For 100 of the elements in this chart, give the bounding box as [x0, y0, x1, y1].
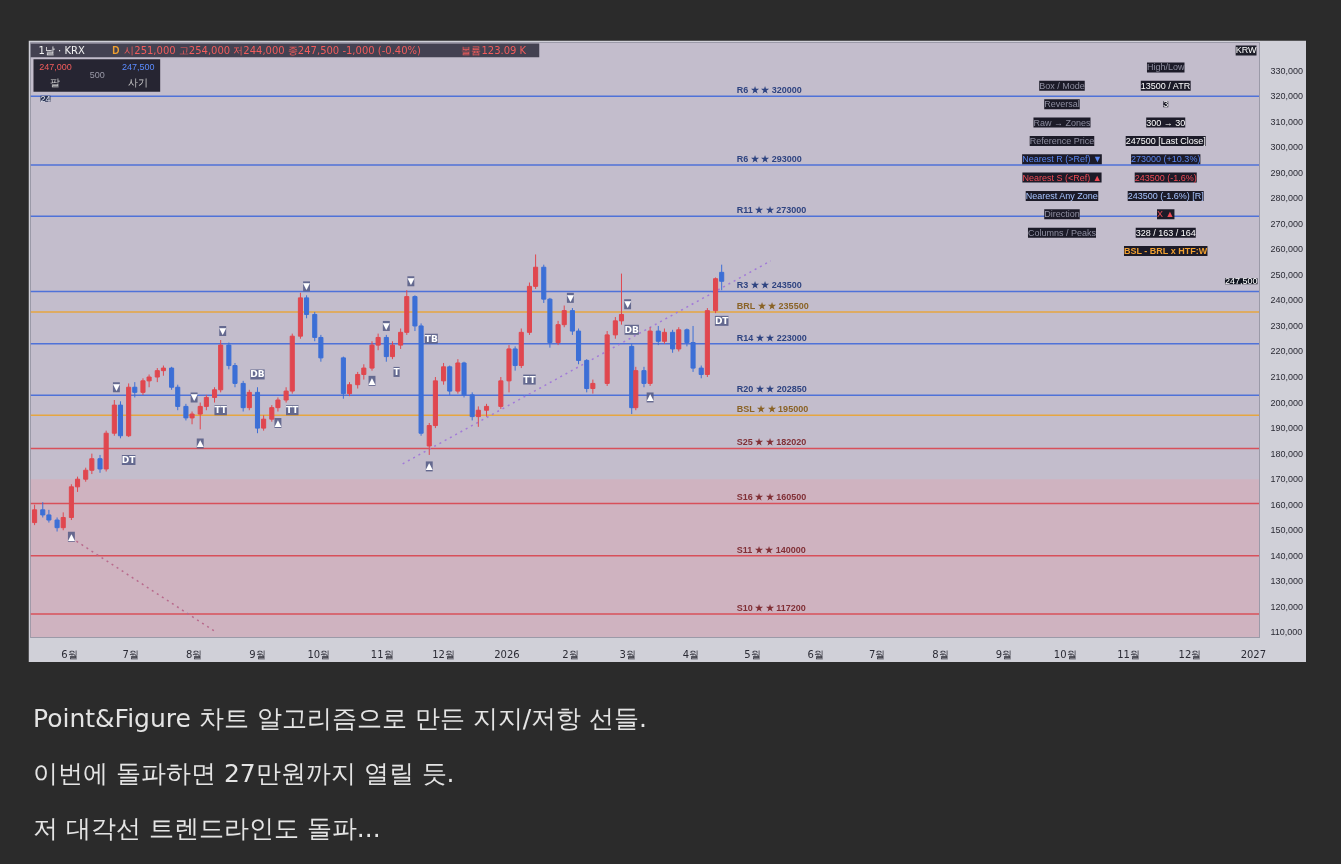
annotation: Direction — [1044, 209, 1080, 220]
annotation: ▲ — [646, 392, 654, 403]
y-tick-label: 290,000 — [1270, 167, 1304, 178]
y-tick-label: 210,000 — [1270, 372, 1304, 383]
text: 저 대각선 트렌드라인도 돌파... — [33, 813, 382, 845]
annotation: KRW — [1235, 45, 1258, 56]
ref-line-label: R11 ★ ★ 273000 — [736, 205, 807, 216]
text: 이번에 돌파하면 27만원까지 열릴 듯. — [33, 758, 456, 790]
y-tick-label: 260,000 — [1270, 244, 1304, 255]
annotation: Box / Mode — [1039, 80, 1085, 91]
annotation: 247,000 — [39, 62, 72, 73]
x-tick-label: 11월 — [1117, 648, 1140, 660]
x-tick-label: 9월 — [995, 648, 1013, 660]
y-tick-label: 190,000 — [1270, 423, 1304, 434]
x-tick-label: 12월 — [432, 648, 455, 660]
x-tick-label: 3월 — [619, 648, 636, 660]
annotation: Nearest Any Zone — [1025, 190, 1098, 201]
candlestick — [383, 334, 389, 363]
annotation: ▼ — [190, 392, 198, 403]
x-tick-label: 8월 — [185, 648, 203, 660]
ref-line-label: S11 ★ ★ 140000 — [736, 544, 806, 555]
annotation: 273000 (+10.3%) — [1131, 154, 1201, 165]
annotation: ▼ — [407, 276, 415, 287]
y-tick-label: 250,000 — [1270, 269, 1304, 280]
x-tick-label: 7월 — [122, 648, 139, 660]
annotation: ▲ — [67, 531, 75, 542]
annotation: 팔 — [50, 77, 61, 89]
x-tick-label: 8월 — [932, 648, 949, 660]
annotation: Reference Price — [1029, 135, 1095, 146]
ref-line-label: BRL ★ ★ 235500 — [736, 300, 809, 311]
y-tick-label: 160,000 — [1270, 499, 1304, 510]
annotation: TB — [424, 333, 438, 344]
y-tick-label: 310,000 — [1270, 116, 1304, 127]
annotation: ▲ — [368, 375, 376, 386]
candlestick — [475, 405, 481, 428]
candlestick — [676, 326, 682, 352]
x-tick-label: 12월 — [1178, 648, 1202, 660]
x-tick-label: 6월 — [61, 648, 78, 660]
y-tick-label: 120,000 — [1270, 601, 1304, 612]
annotation: 247,500 — [121, 62, 155, 73]
x-tick-label: 4월 — [682, 648, 700, 660]
annotation: 시251,000 고254,000 저244,000 종247,500 -1,000 (-0.40%) — [124, 44, 422, 56]
annotation: DB — [624, 324, 640, 335]
ref-line-label: R6 ★ ★ 320000 — [736, 85, 802, 96]
x-tick-label: 10월 — [1053, 648, 1077, 660]
y-tick-label: 230,000 — [1270, 320, 1304, 331]
annotation: T — [393, 366, 401, 377]
ref-line-label: R20 ★ ★ 202850 — [736, 384, 807, 395]
y-tick-label: 130,000 — [1270, 576, 1304, 587]
candlestick — [719, 264, 725, 291]
candlestick — [441, 362, 447, 386]
y-tick-label: 220,000 — [1270, 346, 1304, 357]
annotation: ▲ — [274, 417, 282, 428]
candlestick — [469, 391, 475, 421]
annotation: 13500 / ATR — [1140, 80, 1191, 91]
candlestick — [246, 389, 252, 411]
y-tick-label: 170,000 — [1270, 474, 1304, 485]
annotation: 500 — [89, 70, 105, 81]
text: Point&Figure 차트 알고리즘으로 만든 지지/저항 선들. — [33, 703, 648, 735]
annotation: 300 → 30 — [1146, 117, 1186, 128]
x-tick-label: 2027 — [1240, 648, 1267, 660]
y-tick-label: 240,000 — [1270, 295, 1304, 306]
ref-line-label: R14 ★ ★ 223000 — [736, 332, 807, 343]
annotation: X ▲ — [1157, 209, 1175, 220]
x-tick-label: 5월 — [744, 648, 761, 660]
x-tick-label: 2월 — [562, 648, 579, 660]
annotation: ▼ — [112, 382, 120, 393]
annotation: 247,500 — [1224, 276, 1258, 287]
annotation: ▼ — [566, 292, 574, 303]
ref-line-label: R3 ★ ★ 243500 — [736, 280, 802, 291]
ref-line-label: S25 ★ ★ 182020 — [736, 437, 807, 448]
annotation: ▲ — [425, 461, 433, 472]
annotation: D — [112, 44, 120, 56]
x-tick-label: 9월 — [249, 648, 266, 660]
annotation: 243500 (-1.6%) — [1134, 172, 1197, 183]
annotation: ▼ — [303, 281, 311, 292]
ref-line-label: S16 ★ ★ 160500 — [736, 492, 807, 503]
annotation: ▼ — [219, 326, 227, 337]
y-tick-label: 140,000 — [1270, 550, 1304, 561]
annotation: 24 — [40, 93, 51, 104]
y-tick-label: 200,000 — [1270, 397, 1304, 408]
candlestick — [655, 325, 661, 346]
annotation: 3 — [1163, 99, 1169, 110]
y-tick-label: 180,000 — [1270, 448, 1304, 459]
y-tick-label: 300,000 — [1270, 142, 1304, 153]
annotation: ▼ — [624, 299, 632, 310]
annotation: Reversal — [1044, 99, 1080, 110]
annotation: 328 / 163 / 164 — [1135, 227, 1196, 238]
annotation: TT — [214, 405, 228, 416]
candlestick — [512, 345, 518, 372]
ref-line-label: S10 ★ ★ 117200 — [736, 603, 806, 614]
candlestick — [590, 379, 596, 395]
annotation: Columns / Peaks — [1027, 227, 1097, 238]
y-tick-label: 280,000 — [1270, 193, 1304, 204]
annotation: 볼륨123.09 K — [461, 44, 527, 56]
annotation: 247500 [Last Close] — [1125, 135, 1206, 146]
ref-line-label: R6 ★ ★ 293000 — [736, 154, 802, 165]
annotation: TT — [286, 405, 300, 416]
candlestick — [189, 411, 195, 425]
annotation: Raw → Zones — [1033, 117, 1091, 128]
